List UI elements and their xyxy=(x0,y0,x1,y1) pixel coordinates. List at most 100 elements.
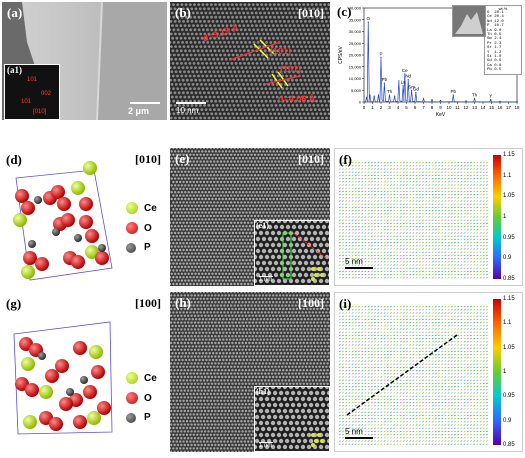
y-tick-label: 35,000 xyxy=(349,17,362,22)
unit-cell xyxy=(15,169,113,281)
peak-label: Pb xyxy=(450,89,456,94)
o-atom xyxy=(91,365,105,379)
ce-atom xyxy=(23,415,37,429)
cbar-tick: 0.95 xyxy=(503,234,515,241)
cbar-tick: 0.85 xyxy=(503,441,515,448)
x-tick-label: 7 xyxy=(422,105,425,110)
atom-legend-g: Ce O P xyxy=(126,372,157,423)
peak-label: Y xyxy=(489,94,492,99)
cbar-tick: 1.05 xyxy=(503,193,515,200)
spectrum-point xyxy=(473,97,476,100)
ce-atom xyxy=(89,345,103,359)
zone-axis-b: [010] xyxy=(298,6,324,20)
model-atom xyxy=(320,273,324,277)
scale-label-f: 5 nm xyxy=(345,257,363,266)
saed-inset: (a1) 101 002 101 [010] xyxy=(4,64,60,120)
composition-row: Gd 0.9 xyxy=(487,59,502,64)
o-atom xyxy=(71,255,85,269)
panel-label-h: (h) xyxy=(175,295,191,310)
x-axis-label: KeV xyxy=(436,112,446,118)
composition-row: P 10.7 xyxy=(487,24,504,29)
x-tick-label: 14 xyxy=(480,105,486,110)
composition-row: Si 1.0 xyxy=(487,55,502,60)
p-atom xyxy=(66,388,74,396)
inset-label-a1: (a1) xyxy=(7,65,22,75)
composition-row: Sr 1.7 xyxy=(487,46,502,51)
element-map-inset xyxy=(452,5,486,37)
x-tick-label: 16 xyxy=(497,105,503,110)
x-tick-label: 12 xyxy=(463,105,469,110)
spectrum-point xyxy=(369,94,371,96)
x-tick-label: 1 xyxy=(371,105,374,110)
zone-axis-d: [010] xyxy=(135,152,161,166)
peak-label: Nd xyxy=(405,74,411,79)
cbar-tick: 0.9 xyxy=(503,417,512,424)
model-atom xyxy=(311,433,315,437)
peak-label: P xyxy=(379,51,382,56)
ce-atom xyxy=(83,161,97,175)
o-ball xyxy=(126,222,138,234)
x-tick-label: 3 xyxy=(388,105,391,110)
x-tick-label: 6 xyxy=(414,105,417,110)
panel-label-c: (c) xyxy=(337,4,352,19)
y-tick-label: 25,000 xyxy=(349,41,362,46)
peak-label: Ce xyxy=(402,68,408,73)
ce-atom xyxy=(71,181,85,195)
composition-row: Pb 0.5 xyxy=(487,68,502,73)
cbar-tick: 1.15 xyxy=(503,152,515,158)
spectrum-point xyxy=(490,99,492,101)
spectrum-point xyxy=(431,99,433,101)
model-atom xyxy=(314,439,318,443)
unit-cell xyxy=(13,321,113,435)
x-tick-label: 11 xyxy=(455,105,460,110)
o-atom xyxy=(95,251,109,265)
model-atom xyxy=(317,267,321,271)
o-atom xyxy=(97,401,111,415)
peak-label: Th xyxy=(472,92,478,97)
cbar-tick: 1.15 xyxy=(503,296,515,302)
composition-inset: wt.% O 28.1 Ce 20.4 Nd 12.0 P 10.7 La 9.0 Th … xyxy=(484,5,522,75)
peak-label: Sm xyxy=(408,84,415,89)
x-tick-label: 4 xyxy=(397,105,400,110)
panel-label-g: (g) xyxy=(6,296,22,311)
p-atom xyxy=(52,228,60,236)
o-atom xyxy=(73,341,87,355)
o-atom xyxy=(85,229,99,243)
inset-label-h1: (h1) xyxy=(256,387,270,396)
spectrum-point xyxy=(373,95,375,97)
spectrum-point xyxy=(404,73,406,75)
cbar-tick: 1.05 xyxy=(503,344,515,351)
cbar-tick: 1.1 xyxy=(503,320,512,327)
spectrum-point xyxy=(394,95,396,97)
spectrum-point xyxy=(380,56,382,58)
panel-f: (f) 5 nm 1.15 1.1 1.05 1 0.95 0.9 0.85 xyxy=(334,148,523,286)
panel-i: (i) 5 nm 1.15 1.1 1.05 1 0.95 0.9 0.85 xyxy=(334,292,523,452)
crystal-model-010 xyxy=(13,161,113,281)
colorbar-ticks-i: 1.15 1.1 1.05 1 0.95 0.9 0.85 xyxy=(503,296,515,448)
scale-label-a: 2 μm xyxy=(128,106,150,116)
cbar-tick: 0.95 xyxy=(503,393,515,400)
o-atom xyxy=(15,189,29,203)
spectrum-point xyxy=(388,94,391,96)
composition-row: Ce 20.4 xyxy=(487,15,504,20)
y-tick-label: 40,000 xyxy=(349,6,362,11)
peak-label: La xyxy=(401,80,407,85)
o-atom xyxy=(79,215,93,229)
y-axis-label: CPS/eV xyxy=(338,45,344,63)
panel-label-e: (e) xyxy=(175,151,190,166)
peak-label: Pb xyxy=(382,77,388,82)
legend-p: P xyxy=(144,242,151,253)
ce-atom xyxy=(13,213,27,227)
y-tick-label: 0 xyxy=(359,100,362,105)
p-atom xyxy=(38,352,46,360)
composition-header: wt.% xyxy=(498,6,508,11)
lattice-annotations xyxy=(229,39,301,89)
plane-2: (101) xyxy=(280,64,302,74)
o-atom xyxy=(49,417,63,431)
ce-atom xyxy=(39,385,53,399)
o-atom xyxy=(35,257,49,271)
spectrum-point xyxy=(452,94,454,96)
x-tick-label: 13 xyxy=(472,105,478,110)
model-atom xyxy=(314,273,318,277)
composition-row: Sm 2.4 xyxy=(487,37,502,42)
